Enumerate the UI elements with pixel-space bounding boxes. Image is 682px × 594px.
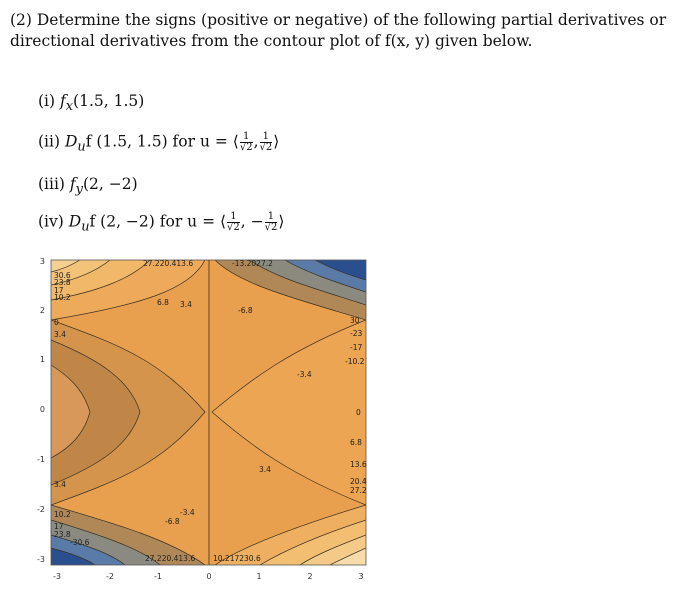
fraction: 1 √2: [227, 211, 240, 233]
part-ii: (ii) Duf (1.5, 1.5) for u = ⟨ 1 √2, 1 √2 ⟩: [38, 131, 280, 155]
contour-label: 0: [356, 408, 361, 417]
x-tick: 1: [256, 572, 261, 581]
part-args: (2, −2): [82, 175, 138, 193]
y-tick: -1: [37, 455, 45, 464]
contour-label: 30.6: [54, 271, 71, 280]
part-func: f: [60, 92, 66, 110]
part-func: f: [69, 175, 76, 193]
y-tick: 2: [40, 306, 45, 315]
contour-label: 13.6: [350, 460, 367, 469]
contour-label: -3.4: [297, 370, 312, 379]
y-tick: 1: [40, 355, 45, 364]
part-iii: (iii) fy(2, −2): [38, 175, 138, 197]
contour-label: 3.4: [259, 465, 271, 474]
part-sub: x: [65, 99, 74, 115]
y-tick: -3: [37, 555, 45, 564]
contour-label: -17: [350, 343, 362, 352]
contour-label: 23.8: [54, 278, 71, 287]
x-tick: -2: [106, 572, 114, 581]
part-func: D: [64, 132, 78, 151]
contour-label: 0: [54, 318, 59, 327]
contour-label: -23: [350, 329, 362, 338]
y-tick: 3: [40, 257, 45, 266]
contour-label: 17: [54, 286, 64, 295]
part-sub: u: [77, 139, 86, 155]
plot-frame: [50, 259, 367, 566]
part-label: (iv): [38, 212, 64, 231]
contour-plot: -3 -2 -1 0 1 2 3 3 2 1 0 -1 -2 -3 27.220…: [37, 257, 367, 581]
contour-label: 30: [350, 316, 360, 325]
part-sub: y: [75, 182, 83, 198]
part-i: (i) fx(1.5, 1.5): [38, 92, 144, 114]
contour-fill: [51, 260, 366, 565]
contour-label: 17: [54, 522, 64, 531]
part-args: (1.5, 1.5): [73, 92, 145, 110]
contour-label: -13.2027.2: [232, 259, 273, 268]
y-axis-ticks: 3 2 1 0 -1 -2 -3: [37, 257, 45, 564]
fraction: 1 √2: [259, 131, 273, 153]
contour-label: 6.8: [157, 298, 169, 307]
part-sub: u: [81, 219, 90, 235]
contour-label: 3.4: [54, 330, 66, 339]
part-label: (i): [38, 92, 56, 110]
x-tick: 3: [358, 572, 363, 581]
problem-intro: (2) Determine the signs (positive or neg…: [10, 11, 667, 50]
part-iv: (iv) Duf (2, −2) for u = ⟨ 1 √2, −1 √2 ⟩: [38, 211, 285, 235]
x-tick: -3: [53, 572, 61, 581]
contour-label: -6.8: [165, 517, 180, 526]
contour-label: 10.2: [54, 510, 71, 519]
y-tick: 0: [40, 405, 45, 414]
contour-label: -6.8: [238, 306, 253, 315]
x-tick: 2: [307, 572, 312, 581]
part-args: f (1.5, 1.5) for u = ⟨: [85, 132, 239, 151]
fraction: 1 √2: [239, 131, 253, 153]
y-tick: -2: [37, 505, 45, 514]
contour-label: 3.4: [54, 480, 66, 489]
x-tick: 0: [206, 572, 211, 581]
contour-labels: 27.220.413.6 -13.2027.2 30.6 23.8 17 10.…: [54, 259, 367, 563]
contour-label: 3.4: [180, 300, 192, 309]
part-args: f (2, −2) for u = ⟨: [89, 212, 227, 231]
contour-label: 27.220.413.6: [143, 259, 193, 268]
contour-label: 23.8: [54, 530, 71, 539]
contour-label: 27.2: [350, 486, 367, 495]
contour-label: -30.6: [70, 538, 90, 547]
part-label: (iii): [38, 175, 65, 193]
fraction: 1 √2: [264, 211, 278, 233]
x-axis-ticks: -3 -2 -1 0 1 2 3: [53, 572, 364, 581]
contour-label: -3.4: [180, 508, 195, 517]
part-label: (ii): [38, 132, 61, 151]
contour-label: 10.2: [54, 293, 71, 302]
contour-label: 20.4: [350, 477, 367, 486]
contour-label: 6.8: [350, 438, 362, 447]
contour-label: 10.217230.6: [213, 554, 261, 563]
contour-label: -10.2: [345, 357, 365, 366]
part-func: D: [68, 212, 82, 231]
x-tick: -1: [154, 572, 162, 581]
contour-label: 27.220.413.6: [145, 554, 195, 563]
